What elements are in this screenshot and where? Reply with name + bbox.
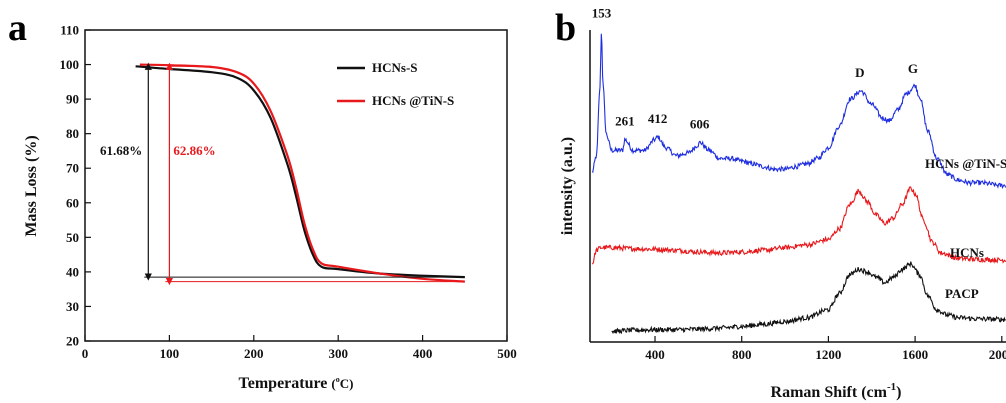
panel-a: a 0 100 200 300 400 500 20 30 40 50 60 70 80 90 100 110…	[8, 7, 517, 392]
panel-a-ytick-label: 30	[66, 299, 79, 314]
panel-a-ytick-label: 60	[66, 195, 79, 210]
panel-a-legend: HCNs-S HCNs @TiN-S	[337, 60, 454, 108]
panel-a-ytick-label: 110	[60, 23, 79, 38]
panel-a-series-hcns-tin-s	[139, 63, 465, 283]
panel-b-xtick-label: 1600	[902, 347, 928, 362]
panel-b-x-axis-label: Raman Shift (cm-1)	[771, 381, 902, 401]
panel-b-series	[591, 33, 1006, 335]
panel-b: b 400 800 1200 1600 2000 153 261 412 606 D G HCNs…	[555, 6, 1006, 401]
panel-b-xtick-label: 1200	[815, 347, 841, 362]
panel-b-series-hcns	[591, 186, 1006, 265]
panel-a-xtick-label: 300	[328, 346, 348, 361]
panel-b-peak-labels: 153 261 412 606 D G	[592, 6, 918, 132]
panel-a-ytick-label: 90	[66, 92, 79, 107]
panel-a-x-axis-label: Temperature (oC)	[239, 375, 354, 392]
panel-b-xtick-label: 400	[645, 347, 665, 362]
panel-a-xtick-label: 500	[497, 346, 517, 361]
panel-a-xtick-label: 100	[160, 346, 180, 361]
panel-a-frame	[84, 29, 508, 342]
panel-a-ytick-label: 70	[66, 161, 79, 176]
panel-a-ytick-label: 40	[66, 264, 79, 279]
peak-label-d: D	[855, 65, 864, 80]
panel-a-ytick-label: 50	[66, 230, 79, 245]
panel-a-xtick-label: 0	[82, 346, 89, 361]
panel-b-series-hcns-tin-s	[591, 33, 1006, 189]
peak-label-412: 412	[648, 111, 668, 126]
series-label-pacp: PACP	[945, 286, 979, 301]
panel-a-letter: a	[8, 7, 27, 49]
series-label-hcns-tin-s: HCNs @TiN-S	[925, 156, 1006, 171]
peak-label-606: 606	[690, 116, 710, 131]
panel-b-y-axis-label: intensity (a.u.)	[559, 137, 576, 235]
panel-a-y-axis-label: Mass Loss (%)	[23, 135, 40, 236]
peak-label-g: G	[908, 61, 918, 76]
peak-label-153: 153	[592, 6, 612, 21]
panel-a-ytick-label: 80	[66, 126, 79, 141]
panel-b-series-pacp	[611, 261, 1006, 335]
panel-b-xtick-label: 800	[732, 347, 752, 362]
panel-a-xtick-label: 200	[244, 346, 264, 361]
panel-a-ticks: 0 100 200 300 400 500 20 30 40 50 60 70 80 90 100 110	[60, 23, 517, 362]
annotation-label-0: 61.68%	[100, 143, 142, 158]
peak-label-261: 261	[615, 114, 635, 129]
panel-a-annotations: 61.68% 62.86%	[100, 62, 465, 286]
panel-b-xtick-label: 2000	[989, 347, 1006, 362]
legend-label-hcns-s: HCNs-S	[372, 60, 418, 75]
panel-a-series	[135, 63, 465, 283]
panel-a-xtick-label: 400	[413, 346, 433, 361]
legend-label-hcns-tin-s: HCNs @TiN-S	[372, 93, 454, 108]
annotation-label-1: 62.86%	[173, 143, 215, 158]
panel-b-letter: b	[555, 7, 576, 49]
series-label-hcns: HCNs	[950, 245, 984, 260]
panel-a-ytick-label: 20	[66, 334, 79, 349]
panel-b-ticks: 400 800 1200 1600 2000	[645, 336, 1006, 362]
panel-a-ytick-label: 100	[60, 57, 80, 72]
